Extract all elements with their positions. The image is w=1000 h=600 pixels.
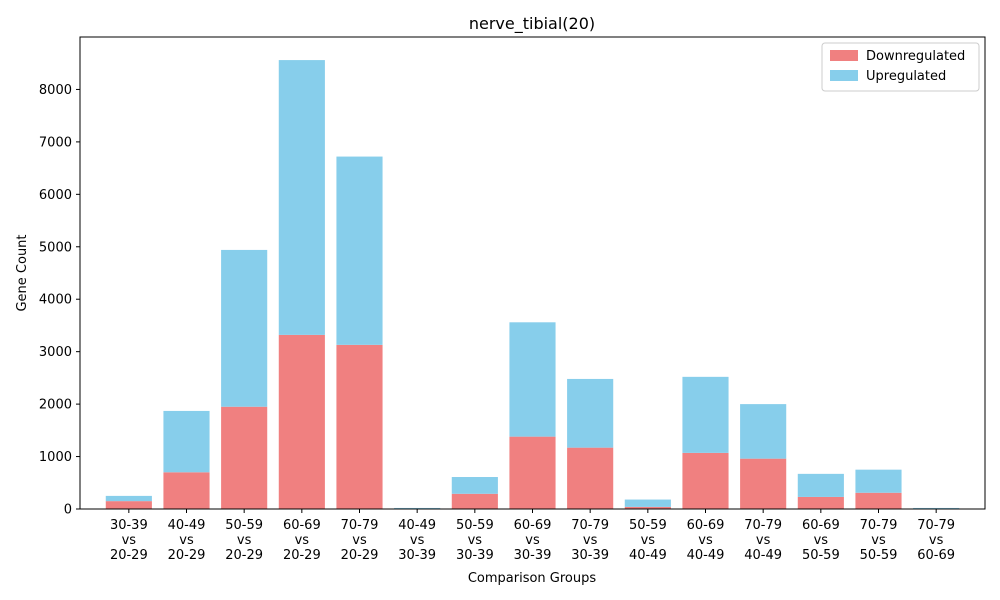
legend-swatch-upregulated [830,70,858,81]
y-tick-label: 7000 [39,135,72,150]
y-ticks-layer: 0 1000 2000 3000 4000 5000 6000 7000 8000 [39,83,80,518]
x-tick-label: 30-39 vs 20-29 [110,518,148,563]
bar-downregulated-8 [567,447,614,509]
bar-upregulated-6 [451,477,498,494]
bars-layer [105,60,960,509]
x-tick-label: 40-49 vs 20-29 [168,518,206,563]
bar-upregulated-3 [278,60,325,335]
legend-swatch-downregulated [830,50,858,61]
x-ticks-layer: 30-39 vs 20-29 40-49 vs 20-29 50-59 vs 20-29 60-6… [110,509,955,563]
x-tick-label: 70-79 vs 20-29 [341,518,379,563]
x-tick-label: 50-59 vs 20-29 [225,518,263,563]
legend-label-upregulated: Upregulated [866,69,946,84]
bar-upregulated-11 [740,404,787,459]
x-tick-label: 50-59 vs 40-49 [629,518,667,563]
x-tick-label: 60-69 vs 20-29 [283,518,321,563]
bar-downregulated-7 [509,436,556,509]
bar-downregulated-11 [740,458,787,509]
bar-upregulated-0 [105,495,152,502]
x-tick-label: 60-69 vs 30-39 [514,518,552,563]
bar-upregulated-8 [567,378,614,448]
y-axis-label: Gene Count [15,234,30,311]
bar-upregulated-4 [336,156,383,345]
plot-frame [79,36,986,510]
bar-downregulated-10 [682,452,729,509]
legend: Downregulated Upregulated [821,42,980,92]
bar-upregulated-13 [855,469,902,493]
bar-downregulated-9 [624,506,671,509]
legend-label-downregulated: Downregulated [866,49,965,64]
y-tick-label: 3000 [39,345,72,360]
x-tick-label: 60-69 vs 40-49 [687,518,725,563]
bar-downregulated-1 [163,472,210,509]
bar-upregulated-2 [221,249,268,407]
bar-downregulated-13 [855,492,902,509]
y-tick-label: 4000 [39,293,72,308]
bar-downregulated-6 [451,493,498,509]
bar-upregulated-10 [682,376,729,453]
y-tick-label: 1000 [39,450,72,465]
x-tick-label: 70-79 vs 30-39 [571,518,609,563]
x-tick-label: 70-79 vs 50-59 [860,518,898,563]
y-tick-label: 2000 [39,398,72,413]
bar-upregulated-14 [913,507,960,509]
y-tick-label: 8000 [39,83,72,98]
bar-downregulated-12 [797,496,844,509]
y-tick-label: 0 [64,503,72,518]
bar-downregulated-0 [105,501,152,509]
x-tick-label: 50-59 vs 30-39 [456,518,494,563]
bar-upregulated-12 [797,473,844,497]
bar-upregulated-7 [509,322,556,437]
bar-upregulated-9 [624,499,671,507]
y-tick-label: 5000 [39,240,72,255]
x-tick-label: 40-49 vs 30-39 [398,518,436,563]
bar-downregulated-3 [278,334,325,509]
x-tick-label: 70-79 vs 60-69 [917,518,955,563]
x-tick-label: 70-79 vs 40-49 [744,518,782,563]
bar-downregulated-4 [336,344,383,509]
x-axis-label: Comparison Groups [468,571,597,586]
x-tick-label: 60-69 vs 50-59 [802,518,840,563]
bar-downregulated-2 [221,406,268,509]
bar-upregulated-1 [163,410,210,473]
legend-frame [821,42,980,92]
y-tick-label: 6000 [39,188,72,203]
bar-upregulated-5 [394,507,441,509]
chart-title: nerve_tibial(20) [469,14,595,34]
